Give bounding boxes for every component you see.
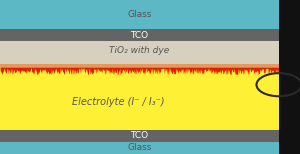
Bar [0,29,279,41]
Bar [0,130,279,142]
Text: Electrolyte (I⁻ / I₃⁻): Electrolyte (I⁻ / I₃⁻) [72,97,165,107]
Text: Glass: Glass [127,10,152,19]
Text: TCO: TCO [130,30,148,40]
Bar [279,0,300,154]
Text: Glass: Glass [127,143,152,152]
Text: TCO: TCO [130,131,148,140]
Bar [0,68,279,130]
Text: TiO₂ with dye: TiO₂ with dye [110,46,170,55]
Bar [0,41,279,68]
